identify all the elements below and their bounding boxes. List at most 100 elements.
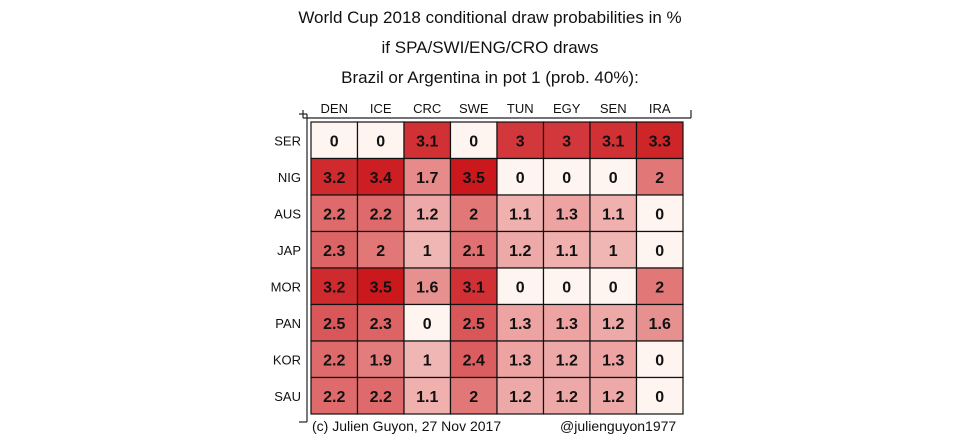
cell-value-label: 3 [516, 133, 525, 150]
credit-text: (c) Julien Guyon, 27 Nov 2017 [312, 418, 502, 434]
heatmap-cell [403, 157, 452, 196]
heatmap-cell [403, 340, 452, 379]
heatmap-cell [542, 121, 591, 160]
heatmap-cell [542, 194, 591, 233]
heatmap-cell [496, 230, 545, 269]
heatmap-cell [635, 157, 684, 196]
cell-value-label: 3.5 [370, 279, 392, 296]
cell-value-label: 1.2 [602, 389, 624, 406]
heatmap-cell [310, 121, 359, 160]
heatmap-cell [356, 121, 405, 160]
cell-value-label: 3.2 [323, 279, 345, 296]
cell-value-label: 0 [655, 352, 664, 369]
heatmap-cell [403, 194, 452, 233]
heatmap-cell [449, 121, 498, 160]
heatmap-cell [356, 340, 405, 379]
heatmap-cell [589, 194, 638, 233]
row-label: SER [274, 133, 301, 148]
heatmap-cell [589, 121, 638, 160]
cell-value-label: 0 [376, 133, 385, 150]
cell-value-label: 2.5 [463, 316, 485, 333]
row-label: NIG [278, 170, 301, 185]
cell-value-label: 3.1 [602, 133, 624, 150]
heatmap-cell [403, 267, 452, 306]
cell-value-label: 1.3 [509, 316, 531, 333]
cell-value-label: 3.4 [370, 170, 392, 187]
heatmap-cell [449, 194, 498, 233]
heatmap-cell [635, 121, 684, 160]
heatmap-cell [310, 194, 359, 233]
heatmap-cell [310, 376, 359, 415]
cell-value-label: 2.3 [323, 243, 345, 260]
row-label: SAU [274, 389, 301, 404]
cell-value-label: 2 [655, 279, 664, 296]
heatmap-cell [496, 121, 545, 160]
cell-value-label: 1.2 [556, 389, 578, 406]
cell-value-label: 0 [655, 206, 664, 223]
cell-value-label: 1 [609, 243, 618, 260]
heatmap-cell [449, 340, 498, 379]
cell-value-label: 2 [655, 170, 664, 187]
cell-value-label: 0 [562, 170, 571, 187]
cell-value-label: 3 [562, 133, 571, 150]
cell-value-label: 2.1 [463, 243, 485, 260]
cell-value-label: 2 [469, 206, 478, 223]
column-label: CRC [413, 101, 441, 116]
cell-value-label: 0 [609, 279, 618, 296]
row-label: AUS [274, 206, 301, 221]
column-label: TUN [507, 101, 534, 116]
cell-value-label: 2.2 [323, 206, 345, 223]
row-label: JAP [277, 243, 301, 258]
heatmap-cell [310, 157, 359, 196]
cell-value-label: 0 [423, 316, 432, 333]
cell-value-label: 2.5 [323, 316, 345, 333]
cell-value-label: 1.1 [509, 206, 531, 223]
heatmap-cell [496, 194, 545, 233]
row-label: KOR [273, 352, 301, 367]
cell-value-label: 1.3 [556, 316, 578, 333]
heatmap-cell [589, 376, 638, 415]
heatmap-cell [635, 340, 684, 379]
cell-value-label: 3.3 [649, 133, 671, 150]
cell-value-label: 1.3 [556, 206, 578, 223]
heatmap-cell [542, 157, 591, 196]
cell-value-label: 0 [655, 243, 664, 260]
chart-subtitle-2: Brazil or Argentina in pot 1 (prob. 40%)… [341, 68, 639, 87]
cell-value-label: 1 [423, 243, 432, 260]
cell-value-label: 1.1 [602, 206, 624, 223]
cell-value-label: 1.2 [416, 206, 438, 223]
column-label: ICE [370, 101, 392, 116]
cell-value-label: 2.2 [323, 389, 345, 406]
cell-value-label: 1.2 [509, 389, 531, 406]
cell-value-label: 3.2 [323, 170, 345, 187]
chart-title: World Cup 2018 conditional draw probabil… [298, 8, 682, 27]
column-label: IRA [649, 101, 671, 116]
heatmap-cell [449, 267, 498, 306]
heatmap-cell [449, 157, 498, 196]
heatmap-cell [635, 376, 684, 415]
cell-value-label: 1.6 [416, 279, 438, 296]
heatmap-cell [310, 303, 359, 342]
cell-value-label: 0 [562, 279, 571, 296]
cell-value-label: 3.1 [463, 279, 485, 296]
cell-value-label: 1 [423, 352, 432, 369]
heatmap-cell [496, 340, 545, 379]
cell-value-label: 1.2 [602, 316, 624, 333]
heatmap-cell [635, 303, 684, 342]
row-label: PAN [275, 316, 301, 331]
heatmap-cell [449, 303, 498, 342]
twitter-handle: @julienguyon1977 [560, 418, 677, 434]
heatmap-cell [496, 267, 545, 306]
chart-subtitle: if SPA/SWI/ENG/CRO draws [381, 38, 599, 57]
cell-value-label: 0 [516, 279, 525, 296]
cell-value-label: 2.2 [370, 206, 392, 223]
cell-value-label: 2.3 [370, 316, 392, 333]
cell-value-label: 1.3 [602, 352, 624, 369]
cell-value-label: 1.7 [416, 170, 438, 187]
cell-value-label: 0 [469, 133, 478, 150]
column-label: SWE [459, 101, 489, 116]
cell-value-label: 1.9 [370, 352, 392, 369]
heatmap-cell [589, 340, 638, 379]
heatmap-cell [403, 230, 452, 269]
